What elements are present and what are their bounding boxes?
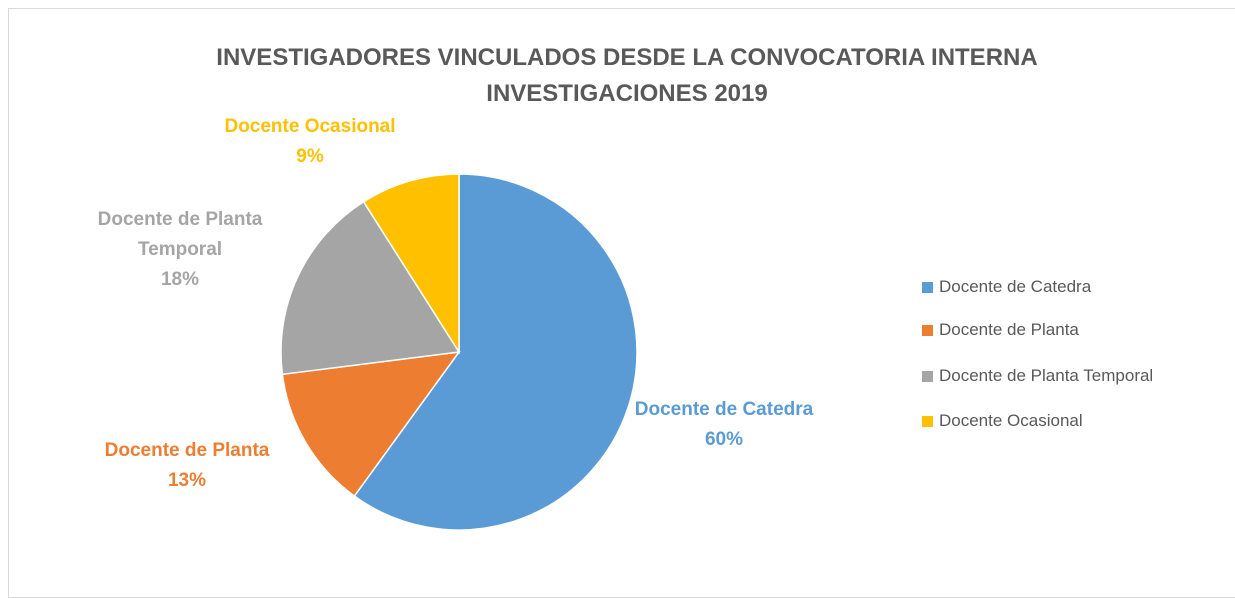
legend-swatch <box>922 416 933 427</box>
data-label-name: Docente Ocasional <box>224 116 396 137</box>
pie-slice <box>281 351 461 498</box>
pie-slice <box>280 200 461 376</box>
data-label-name: Docente de Planta <box>104 440 270 461</box>
pie-chart <box>280 173 638 531</box>
pie-slice <box>353 173 638 531</box>
data-label-value: 13% <box>167 470 207 491</box>
pie-slice <box>362 173 460 355</box>
page: INVESTIGADORES VINCULADOS DESDE LA CONVO… <box>8 8 1235 598</box>
legend-label: Docente de Planta <box>939 320 1079 339</box>
legend-swatch <box>922 371 933 382</box>
data-label: Docente Ocasional 9% <box>224 112 395 172</box>
data-label: Docente de Catedra 60% <box>635 395 813 455</box>
legend-swatch <box>922 282 933 293</box>
legend-swatch <box>922 325 933 336</box>
legend-item: Docente Ocasional <box>922 410 1083 432</box>
data-label-name: Docente de Catedra <box>634 399 814 420</box>
data-label-name: Docente de Planta Temporal <box>97 209 263 260</box>
legend-item: Docente de Planta <box>922 319 1079 341</box>
data-label-value: 60% <box>704 429 744 450</box>
data-label: Docente de Planta 13% <box>105 436 270 496</box>
legend-item: Docente de Catedra <box>922 276 1091 298</box>
data-label-value: 18% <box>160 269 200 290</box>
legend-label: Docente de Catedra <box>939 277 1092 296</box>
data-label: Docente de Planta Temporal 18% <box>80 205 280 295</box>
chart-title: INVESTIGADORES VINCULADOS DESDE LA CONVO… <box>216 44 1038 107</box>
legend-label: Docente de Planta Temporal <box>939 366 1154 385</box>
legend-item: Docente de Planta Temporal <box>922 365 1153 387</box>
data-label-value: 9% <box>296 146 324 167</box>
legend-label: Docente Ocasional <box>939 411 1083 430</box>
